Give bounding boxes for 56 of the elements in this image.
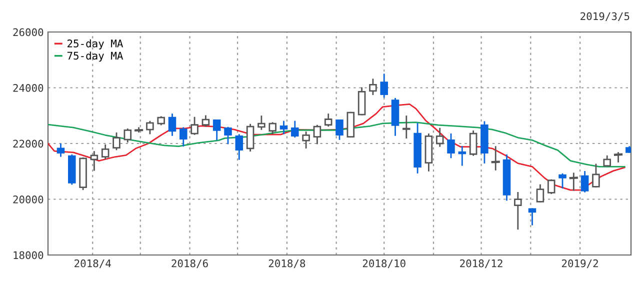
candlestick [558, 173, 566, 188]
y-tick-label: 18000 [14, 251, 44, 260]
candlestick [469, 130, 478, 156]
candlestick [291, 120, 299, 138]
candlestick [547, 179, 556, 194]
y-tick-label: 26000 [13, 28, 44, 36]
candlestick [56, 143, 65, 157]
candlestick [380, 74, 388, 98]
candlestick [436, 128, 444, 147]
candlestick [592, 164, 600, 188]
candlestick [202, 115, 210, 127]
candlestick [180, 127, 188, 147]
candlestick [402, 116, 410, 139]
text: 2019/3/5 [580, 12, 630, 21]
candlestick [514, 192, 522, 230]
candlestick [447, 133, 455, 158]
candlestick [168, 114, 176, 136]
candlestick [528, 208, 536, 226]
candlestick [212, 120, 221, 140]
candlestick [603, 155, 611, 166]
candlestick [246, 124, 254, 152]
candlestick [569, 172, 578, 191]
x-tick-label: 2018/8 [268, 259, 306, 268]
candlestick [146, 120, 154, 134]
legend-label: 25-day MA [68, 39, 124, 50]
candlestick [90, 151, 98, 171]
x-tick-label: 2018/10 [362, 259, 406, 268]
line-series [48, 104, 626, 191]
candlestick [369, 78, 377, 95]
candlestick [458, 146, 466, 166]
candlestick [190, 116, 198, 135]
candlestick [536, 184, 544, 202]
candlestick [358, 87, 366, 116]
candlestick [614, 152, 623, 162]
candlestick [336, 120, 344, 140]
x-tick-label: 2019/2 [562, 259, 598, 268]
legend-label: 75-day MA [67, 52, 124, 62]
candlestick [313, 124, 322, 144]
x-tick-label: 2018/12 [460, 259, 502, 268]
y-tick-label: 20000 [13, 196, 44, 204]
candlestick [101, 144, 110, 160]
candlestick [302, 132, 310, 149]
candlestick [280, 120, 288, 134]
candlestick [324, 114, 332, 127]
candlestick [124, 128, 132, 143]
candlestick [268, 122, 276, 134]
candlestick [580, 171, 589, 192]
x-tick-label: 2018/4 [74, 259, 111, 268]
y-tick-label: 24000 [13, 84, 44, 92]
candlestick [112, 132, 120, 150]
candlestick [491, 146, 500, 170]
x-tick-label: 2018/6 [172, 259, 208, 268]
y-tick-label: 22000 [13, 140, 44, 148]
candlestick [224, 126, 232, 144]
candlestick [235, 134, 244, 160]
candlestick [258, 116, 266, 130]
